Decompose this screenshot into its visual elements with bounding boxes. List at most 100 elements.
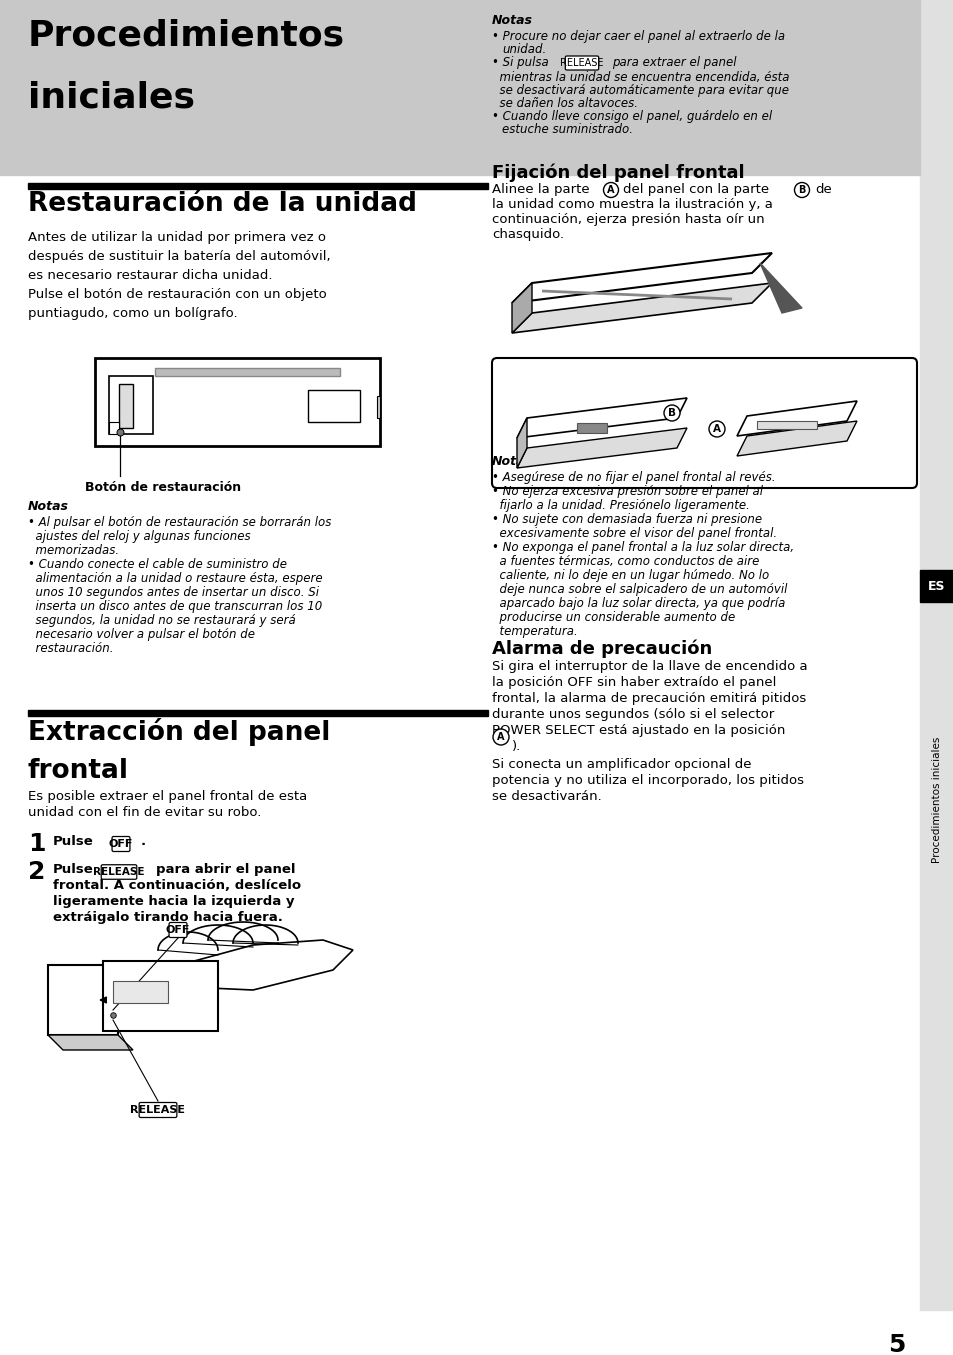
Circle shape (663, 405, 679, 421)
Text: para abrir el panel: para abrir el panel (156, 863, 295, 875)
Text: estuche suministrado.: estuche suministrado. (501, 123, 633, 136)
Text: B: B (667, 408, 676, 417)
Text: • Al pulsar el botón de restauración se borrarán los: • Al pulsar el botón de restauración se … (28, 516, 331, 528)
Bar (119, 383, 132, 428)
Text: A: A (607, 186, 614, 195)
Polygon shape (512, 283, 771, 333)
Text: unidad con el fin de evitar su robo.: unidad con el fin de evitar su robo. (28, 806, 261, 818)
FancyBboxPatch shape (492, 358, 916, 488)
Text: 5: 5 (886, 1333, 904, 1355)
Polygon shape (737, 421, 856, 457)
Text: • Procure no dejar caer el panel al extraerlo de la: • Procure no dejar caer el panel al extr… (492, 30, 784, 43)
Text: segundos, la unidad no se restaurará y será: segundos, la unidad no se restaurará y s… (28, 614, 295, 627)
Text: Antes de utilizar la unidad por primera vez o
después de sustituir la batería de: Antes de utilizar la unidad por primera … (28, 230, 331, 320)
Text: durante unos segundos (sólo si el selector: durante unos segundos (sólo si el select… (492, 709, 774, 721)
Bar (376, 396, 379, 417)
Text: Notas: Notas (492, 14, 533, 27)
Text: potencia y no utiliza el incorporado, los pitidos: potencia y no utiliza el incorporado, lo… (492, 774, 803, 787)
Circle shape (708, 421, 724, 438)
Text: • Si pulsa: • Si pulsa (492, 56, 548, 69)
Text: 1: 1 (28, 832, 46, 856)
Text: caliente, ni lo deje en un lugar húmedo. No lo: caliente, ni lo deje en un lugar húmedo.… (492, 569, 768, 583)
Text: frontal. A continuación, deslícelo: frontal. A continuación, deslícelo (53, 879, 301, 892)
Text: inserta un disco antes de que transcurran los 10: inserta un disco antes de que transcurra… (28, 600, 322, 612)
Polygon shape (512, 253, 771, 304)
Bar (308, 390, 359, 421)
Text: B: B (798, 186, 805, 195)
Text: unidad.: unidad. (501, 43, 546, 56)
Text: de: de (814, 183, 831, 196)
FancyBboxPatch shape (565, 56, 598, 70)
Text: 2: 2 (28, 860, 46, 883)
Text: RELEASE: RELEASE (559, 58, 603, 68)
Text: se dañen los altavoces.: se dañen los altavoces. (492, 98, 638, 110)
Text: Notas: Notas (28, 500, 69, 514)
FancyBboxPatch shape (139, 1103, 176, 1118)
Text: necesario volver a pulsar el botón de: necesario volver a pulsar el botón de (28, 627, 254, 641)
Polygon shape (737, 401, 856, 436)
Text: A: A (497, 732, 504, 743)
Bar (919, 570, 953, 602)
Bar (577, 423, 606, 434)
Text: a fuentes térmicas, como conductos de aire: a fuentes térmicas, como conductos de ai… (492, 556, 759, 568)
Text: alimentación a la unidad o restaure ésta, espere: alimentación a la unidad o restaure ésta… (28, 572, 322, 585)
Bar (28, 710, 488, 715)
Text: • No exponga el panel frontal a la luz solar directa,: • No exponga el panel frontal a la luz s… (492, 541, 793, 554)
Text: restauración.: restauración. (28, 642, 113, 654)
Text: Pulse: Pulse (53, 835, 93, 848)
Text: POWER SELECT está ajustado en la posición: POWER SELECT está ajustado en la posició… (492, 724, 784, 737)
Text: • Asegúrese de no fijar el panel frontal al revés.: • Asegúrese de no fijar el panel frontal… (492, 472, 775, 484)
Text: se desactivará automáticamente para evitar que: se desactivará automáticamente para evit… (492, 84, 788, 98)
Polygon shape (103, 961, 218, 1031)
Text: memorizadas.: memorizadas. (28, 543, 119, 557)
Text: ES: ES (927, 580, 944, 592)
Text: Si conecta un amplificador opcional de: Si conecta un amplificador opcional de (492, 757, 751, 771)
Text: ajustes del reloj y algunas funciones: ajustes del reloj y algunas funciones (28, 530, 251, 543)
Text: .: . (141, 835, 146, 848)
Text: OFF: OFF (109, 839, 133, 850)
Text: para extraer el panel: para extraer el panel (612, 56, 736, 69)
Text: aparcado bajo la luz solar directa, ya que podría: aparcado bajo la luz solar directa, ya q… (492, 598, 784, 610)
FancyBboxPatch shape (169, 923, 187, 938)
Text: continuación, ejerza presión hasta oír un: continuación, ejerza presión hasta oír u… (492, 213, 763, 226)
Bar (95, 358, 379, 446)
Text: iniciales: iniciales (28, 80, 194, 114)
Text: chasquido.: chasquido. (492, 228, 563, 241)
Polygon shape (517, 398, 686, 438)
Circle shape (603, 183, 618, 198)
FancyBboxPatch shape (101, 864, 136, 879)
Polygon shape (512, 283, 532, 333)
Bar (154, 369, 339, 375)
Bar (28, 183, 488, 188)
Text: ligeramente hacia la izquierda y: ligeramente hacia la izquierda y (53, 896, 294, 908)
Polygon shape (48, 1035, 132, 1050)
Bar (109, 421, 119, 434)
Text: • No sujete con demasiada fuerza ni presione: • No sujete con demasiada fuerza ni pres… (492, 514, 761, 526)
Text: mientras la unidad se encuentra encendida, ésta: mientras la unidad se encuentra encendid… (492, 70, 789, 84)
Text: deje nunca sobre el salpicadero de un automóvil: deje nunca sobre el salpicadero de un au… (492, 583, 786, 596)
Circle shape (794, 183, 809, 198)
Bar (109, 375, 152, 434)
Text: temperatura.: temperatura. (492, 625, 578, 638)
Text: Es posible extraer el panel frontal de esta: Es posible extraer el panel frontal de e… (28, 790, 307, 804)
Bar (112, 981, 168, 1003)
Bar (0, 0, 919, 175)
Text: se desactivarán.: se desactivarán. (492, 790, 601, 804)
Text: extráigalo tirando hacia fuera.: extráigalo tirando hacia fuera. (53, 911, 283, 924)
Bar (919, 0, 953, 1310)
Text: Notas: Notas (492, 455, 533, 467)
Text: RELEASE: RELEASE (93, 867, 145, 877)
Text: excesivamente sobre el visor del panel frontal.: excesivamente sobre el visor del panel f… (492, 527, 777, 541)
Text: • No ejerza excesiva presión sobre el panel al: • No ejerza excesiva presión sobre el pa… (492, 485, 762, 499)
Text: fijarlo a la unidad. Presiónelo ligeramente.: fijarlo a la unidad. Presiónelo ligerame… (492, 499, 749, 512)
Text: la unidad como muestra la ilustración y, a: la unidad como muestra la ilustración y,… (492, 198, 772, 211)
Text: Botón de restauración: Botón de restauración (85, 481, 241, 495)
Text: Alinee la parte: Alinee la parte (492, 183, 589, 196)
Text: Alarma de precaución: Alarma de precaución (492, 640, 712, 659)
Text: • Cuando lleve consigo el panel, guárdelo en el: • Cuando lleve consigo el panel, guárdel… (492, 110, 771, 123)
Text: Si gira el interruptor de la llave de encendido a: Si gira el interruptor de la llave de en… (492, 660, 807, 673)
Text: Extracción del panel: Extracción del panel (28, 718, 330, 747)
Text: Pulse: Pulse (53, 863, 93, 875)
Circle shape (493, 729, 509, 745)
Polygon shape (760, 263, 801, 313)
